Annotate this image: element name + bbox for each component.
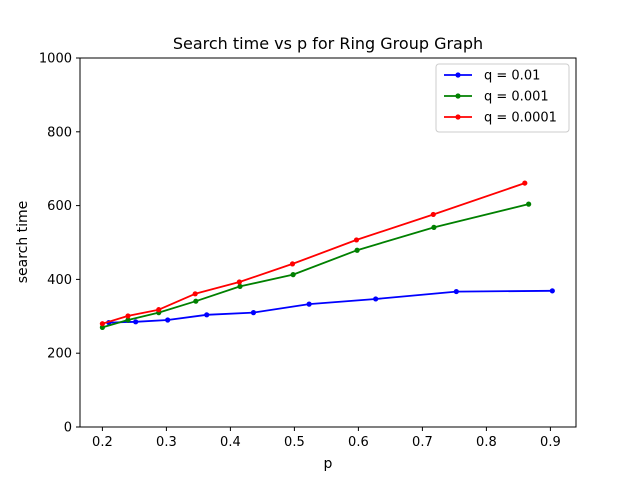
legend-item: q = 0.01 — [444, 69, 540, 84]
legend: q = 0.01 q = 0.001 q = 0.0001 — [435, 63, 570, 133]
x-tick-label: 0.9 — [540, 435, 561, 450]
x-tick-label: 0.3 — [156, 435, 177, 450]
data-point — [306, 301, 312, 307]
data-point — [133, 319, 139, 325]
y-axis-label: search time — [15, 201, 31, 284]
data-point — [165, 317, 171, 323]
data-point — [99, 321, 105, 327]
legend-marker — [455, 93, 461, 99]
data-point — [522, 180, 528, 186]
series-line — [102, 203, 529, 329]
legend-item: q = 0.001 — [444, 90, 549, 105]
legend-label: q = 0.001 — [484, 90, 549, 105]
legend-label: q = 0.01 — [484, 69, 540, 84]
x-tick-label: 0.6 — [348, 435, 369, 450]
legend-item: q = 0.0001 — [444, 111, 557, 126]
x-tick-label: 0.7 — [412, 435, 433, 450]
legend-label: q = 0.0001 — [484, 111, 557, 126]
y-tick-label: 800 — [47, 125, 72, 140]
data-point — [289, 261, 296, 267]
data-point — [237, 283, 243, 290]
data-point — [353, 237, 360, 243]
x-tick-label: 0.2 — [92, 435, 113, 450]
data-point — [526, 201, 532, 207]
series-line — [102, 182, 526, 325]
y-tick-label: 400 — [47, 273, 72, 288]
data-point — [430, 211, 436, 218]
data-point — [125, 313, 131, 319]
axes-frame — [79, 57, 577, 428]
y-tick-label: 0 — [64, 421, 72, 436]
x-tick-label: 0.5 — [284, 435, 305, 450]
data-point — [125, 317, 131, 323]
legend-box — [435, 63, 570, 133]
chart-title: Search time vs p for Ring Group Graph — [173, 34, 483, 53]
x-axis-label: p — [324, 456, 333, 472]
data-point — [549, 288, 555, 294]
data-point — [156, 307, 162, 313]
data-point — [250, 310, 257, 316]
data-point — [373, 296, 379, 302]
data-point — [453, 288, 459, 295]
series-2 — [99, 180, 528, 327]
data-point — [99, 324, 105, 330]
legend-marker — [455, 72, 461, 78]
plot-area — [99, 180, 555, 330]
data-point — [192, 291, 198, 297]
data-point — [431, 224, 437, 230]
data-point — [193, 298, 199, 304]
x-tick-label: 0.8 — [476, 435, 497, 450]
x-tick-label: 0.4 — [220, 435, 241, 450]
data-point — [236, 279, 242, 285]
y-tick-label: 200 — [47, 347, 72, 362]
legend-marker — [455, 114, 461, 120]
data-point — [290, 272, 296, 278]
axes: 0.2 0.3 0.4 0.5 0.6 0.7 0.8 0.9 0 200 400 600 800 100… — [39, 52, 577, 450]
y-tick-label: 600 — [47, 199, 72, 214]
series-0 — [106, 288, 555, 326]
data-point — [354, 247, 360, 253]
data-point — [204, 312, 210, 318]
y-tick-label: 1000 — [39, 52, 72, 67]
series-1 — [99, 201, 532, 330]
